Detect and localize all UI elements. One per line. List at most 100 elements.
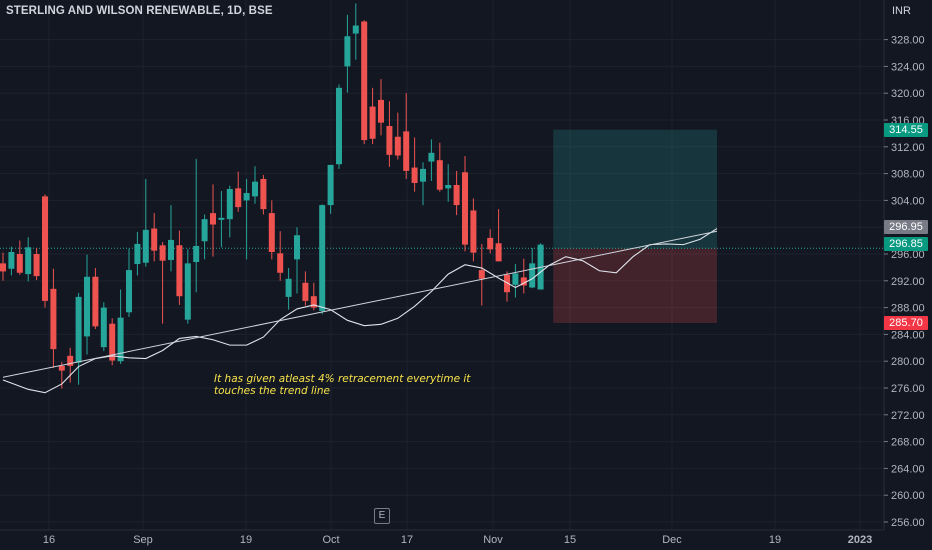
candlestick-series — [0, 3, 544, 389]
time-tick-label: Sep — [133, 534, 153, 546]
trend-note: It has given atleast 4% retracement ever… — [214, 373, 514, 397]
candle-body — [58, 365, 65, 371]
candle-body — [327, 164, 334, 206]
candle-body — [100, 307, 107, 348]
candle-body — [504, 274, 510, 293]
candle-body — [520, 277, 527, 286]
candle-body — [319, 205, 326, 311]
candle-body — [42, 196, 48, 301]
candle-body — [218, 217, 225, 220]
time-tick-label: Dec — [662, 534, 682, 546]
price-tick-label: 264.00 — [891, 463, 925, 475]
time-axis[interactable]: 16 Sep 19 Oct 17 Nov 15 Dec 19 2023 — [0, 529, 884, 546]
price-tick-label: 320.00 — [891, 88, 925, 100]
candle-body — [268, 213, 275, 252]
price-tick-label: 292.00 — [891, 276, 925, 288]
time-tick-label: 19 — [769, 534, 781, 546]
candle-body — [277, 253, 284, 273]
price-tick-label: 324.00 — [891, 61, 925, 73]
stop-price-tag: 285.70 — [884, 316, 928, 330]
candle-body — [420, 168, 426, 182]
price-tick-label: 268.00 — [891, 437, 925, 449]
last-price-tag: 296.85 — [884, 236, 928, 251]
candle-body — [512, 273, 519, 285]
target-price-tag: 314.55 — [884, 122, 928, 137]
time-tick-label: 2023 — [848, 534, 872, 546]
candle-body — [8, 251, 15, 269]
events-button[interactable]: E — [374, 508, 390, 524]
candle-body — [487, 237, 494, 250]
chart-grid — [0, 0, 884, 530]
ma-polyline — [2, 228, 718, 394]
trend-note-line-2: touches the trend line — [214, 385, 330, 397]
candle-body — [126, 270, 132, 313]
trend-line[interactable] — [2, 230, 718, 378]
candle-body — [151, 228, 158, 251]
candle-body — [50, 288, 57, 350]
candle-body — [336, 87, 342, 165]
candle-body — [134, 243, 141, 265]
candle-body — [411, 167, 418, 183]
trend-note-line-1: It has given atleast 4% retracement ever… — [214, 373, 471, 385]
candle-body — [0, 263, 6, 272]
currency-label: INR — [892, 5, 911, 17]
price-tick-label: 304.00 — [891, 195, 925, 207]
candle-body — [260, 178, 267, 210]
candle-body — [184, 263, 191, 320]
price-axis[interactable]: 256.00 260.00 264.00 268.00 272.00 276.00 280.… — [883, 0, 932, 550]
candle-body — [478, 270, 485, 279]
candle-body — [378, 99, 384, 123]
candle-body — [462, 172, 468, 245]
moving-average-line — [2, 228, 718, 394]
price-tick-label: 272.00 — [891, 410, 925, 422]
candle-body — [310, 296, 317, 308]
candle-body — [529, 263, 536, 288]
candle-body — [470, 210, 477, 253]
price-tick-label: 284.00 — [891, 329, 925, 341]
candle-body — [436, 160, 443, 190]
price-tick-label: 260.00 — [891, 490, 925, 502]
candle-body — [168, 239, 174, 261]
candle-body — [294, 235, 300, 260]
candle-body — [193, 245, 200, 263]
candle-body — [361, 21, 368, 141]
chart-title: STERLING AND WILSON RENEWABLE, 1D, BSE — [6, 5, 273, 17]
price-tick-label: 328.00 — [891, 35, 925, 47]
price-tick-label: 280.00 — [891, 356, 925, 368]
price-tick-label: 296.00 — [891, 249, 925, 261]
candle-body — [67, 355, 74, 366]
target-zone — [553, 129, 717, 249]
candle-body — [243, 193, 250, 201]
candle-body — [302, 282, 309, 301]
price-tick-label: 256.00 — [891, 517, 925, 529]
price-tick-label: 308.00 — [891, 169, 925, 181]
candle-body — [495, 243, 502, 262]
candle-body — [226, 189, 233, 220]
price-tick-label: 288.00 — [891, 303, 925, 315]
candle-body — [84, 276, 90, 337]
time-tick-label: Nov — [483, 534, 503, 546]
time-tick-label: 17 — [401, 534, 413, 546]
candle-body — [285, 278, 292, 297]
candle-body — [210, 213, 216, 225]
time-tick-label: 19 — [240, 534, 252, 546]
candle-body — [352, 25, 359, 34]
trend-line-segment — [2, 230, 718, 378]
candle-body — [159, 245, 166, 261]
long-position-tool[interactable] — [0, 129, 884, 324]
candle-body — [176, 245, 183, 297]
candle-body — [142, 229, 149, 263]
ma-price-tag: 296.95 — [884, 219, 928, 234]
time-tick-label: 16 — [43, 534, 55, 546]
candle-body — [403, 131, 410, 171]
candle-body — [33, 254, 40, 277]
candle-body — [201, 219, 208, 242]
candle-body — [109, 323, 116, 361]
candle-body — [453, 184, 460, 206]
candle-body — [344, 36, 351, 67]
candle-body — [235, 188, 242, 208]
candle-body — [369, 106, 376, 139]
candle-body — [117, 317, 124, 362]
price-tick-label: 312.00 — [891, 142, 925, 154]
